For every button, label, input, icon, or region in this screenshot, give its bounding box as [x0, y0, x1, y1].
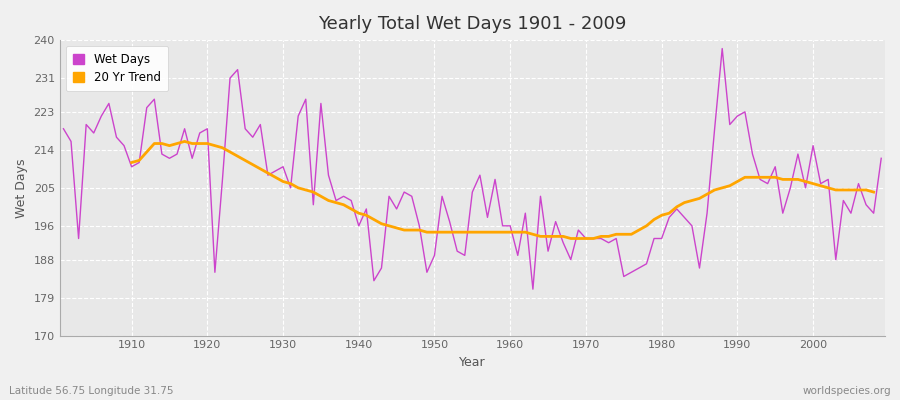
X-axis label: Year: Year [459, 356, 486, 369]
Title: Yearly Total Wet Days 1901 - 2009: Yearly Total Wet Days 1901 - 2009 [318, 15, 626, 33]
Text: Latitude 56.75 Longitude 31.75: Latitude 56.75 Longitude 31.75 [9, 386, 174, 396]
Text: worldspecies.org: worldspecies.org [803, 386, 891, 396]
Legend: Wet Days, 20 Yr Trend: Wet Days, 20 Yr Trend [66, 46, 168, 91]
Y-axis label: Wet Days: Wet Days [15, 158, 28, 218]
